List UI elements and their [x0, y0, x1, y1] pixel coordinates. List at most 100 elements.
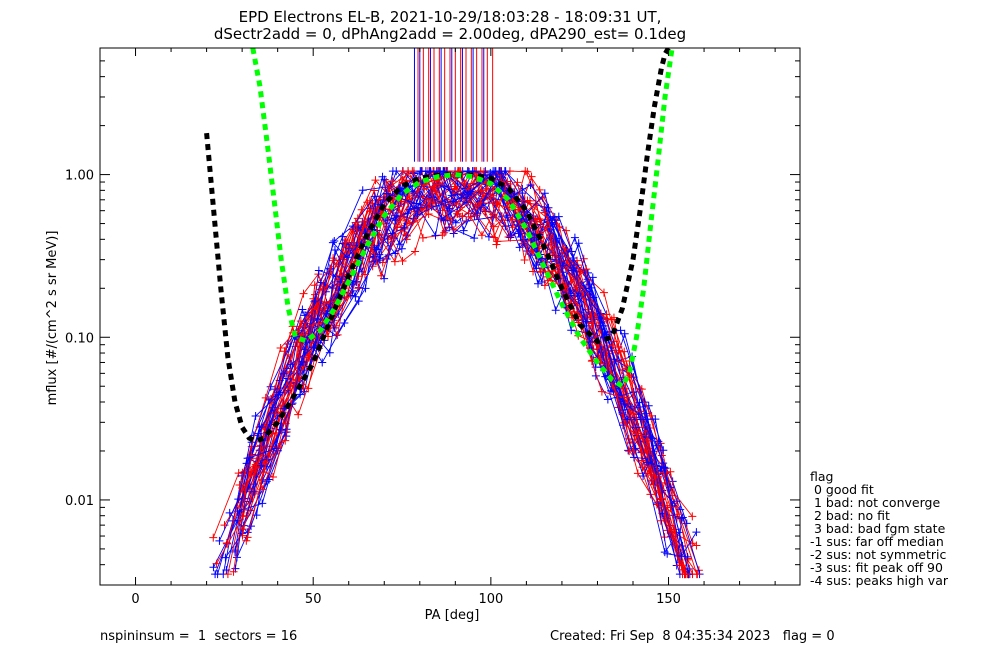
scan-point-marker	[661, 464, 670, 473]
y-tick-label: 0.01	[65, 494, 94, 509]
scan-point-marker	[453, 209, 462, 218]
x-tick-label: 50	[305, 592, 322, 607]
x-axis-label: PA [deg]	[425, 608, 480, 623]
scan-point-marker	[268, 403, 277, 412]
scan-point-marker	[320, 285, 329, 294]
scan-point-marker	[333, 330, 342, 339]
scan-point-marker	[537, 277, 546, 286]
scan-point-marker	[450, 225, 459, 234]
scan-point-marker	[268, 473, 277, 482]
scan-point-marker	[576, 266, 585, 275]
scan-point-marker	[477, 186, 486, 195]
scan-point-marker	[527, 172, 536, 181]
scan-point-marker	[546, 231, 555, 240]
scan-point-marker	[459, 226, 468, 235]
scan-point-marker	[313, 314, 322, 323]
scan-point-marker	[213, 570, 222, 579]
scan-point-marker	[493, 237, 502, 246]
scan-point-marker	[625, 371, 634, 380]
scan-point-marker	[633, 469, 642, 478]
scan-point-marker	[681, 570, 690, 579]
scan-point-marker	[523, 196, 532, 205]
scan-point-marker	[398, 256, 407, 265]
scan-point-marker	[567, 326, 576, 335]
scan-point-marker	[239, 512, 248, 521]
scan-point-marker	[534, 279, 543, 288]
scan-point-marker	[638, 463, 647, 472]
scan-point-marker	[391, 249, 400, 258]
scan-point-marker	[582, 265, 591, 274]
y-tick-label: 1.00	[65, 169, 94, 184]
scan-point-marker	[492, 200, 501, 209]
scan-point-marker	[676, 505, 685, 514]
scan-point-marker	[281, 428, 290, 437]
scan-point-marker	[412, 199, 421, 208]
scan-point-marker	[558, 261, 567, 270]
scan-point-marker	[677, 552, 686, 561]
scan-traces	[209, 167, 704, 579]
scan-point-marker	[424, 209, 433, 218]
scan-point-marker	[495, 167, 504, 176]
scan-point-marker	[298, 305, 307, 314]
scan-point-marker	[677, 514, 686, 523]
scan-point-marker	[506, 231, 515, 240]
scan-point-marker	[252, 511, 261, 520]
scan-point-marker	[300, 322, 309, 331]
scan-point-marker	[358, 186, 367, 195]
scan-point-marker	[222, 565, 231, 574]
scan-point-marker	[250, 487, 259, 496]
scan-point-marker	[328, 238, 337, 247]
legend-item-5: -2 sus: not symmetric	[810, 547, 946, 562]
scan-point-marker	[480, 206, 489, 215]
scan-point-marker	[473, 209, 482, 218]
scan-point-marker	[646, 455, 655, 464]
scan-point-marker	[382, 189, 391, 198]
scan-point-marker	[310, 297, 319, 306]
scan-point-marker	[397, 244, 406, 253]
scan-point-marker	[314, 266, 323, 275]
scan-point-marker	[375, 250, 384, 259]
scan-point-marker	[252, 460, 261, 469]
scan-point-marker	[513, 205, 522, 214]
legend-item-3: 3 bad: bad fgm state	[810, 521, 946, 536]
scan-trace-line	[236, 178, 688, 558]
scan-point-marker	[643, 458, 652, 467]
scan-point-marker	[602, 315, 611, 324]
x-tick-label: 100	[478, 592, 503, 607]
scan-trace-line	[250, 170, 691, 575]
scan-point-marker	[659, 459, 668, 468]
scan-point-marker	[280, 404, 289, 413]
scan-point-marker	[678, 513, 687, 522]
scan-point-marker	[245, 453, 254, 462]
scan-point-marker	[229, 567, 238, 576]
scan-point-marker	[447, 191, 456, 200]
scan-point-marker	[286, 360, 295, 369]
scan-point-marker	[223, 570, 232, 579]
scan-point-marker	[388, 177, 397, 186]
scan-point-marker	[308, 304, 317, 313]
scan-point-marker	[220, 521, 229, 530]
scan-point-marker	[370, 186, 379, 195]
scan-point-marker	[675, 561, 684, 570]
scan-point-marker	[266, 382, 275, 391]
scan-point-marker	[300, 387, 309, 396]
scan-point-marker	[233, 507, 242, 516]
scan-point-marker	[234, 495, 243, 504]
scan-point-marker	[294, 410, 303, 419]
scan-point-marker	[254, 429, 263, 438]
scan-point-marker	[318, 358, 327, 367]
scan-point-marker	[251, 412, 260, 420]
chart-title-line2: dSectr2add = 0, dPhAng2add = 2.00deg, dP…	[214, 25, 686, 44]
scan-point-marker	[661, 478, 670, 487]
scan-point-marker	[551, 306, 560, 315]
scan-point-marker	[529, 267, 538, 276]
scan-trace-line	[237, 170, 681, 575]
plot-area	[204, 48, 704, 579]
scan-point-marker	[688, 512, 697, 521]
scan-trace-line	[242, 170, 693, 575]
scan-point-marker	[242, 536, 251, 545]
scan-point-marker	[632, 429, 641, 438]
footer-left: nspininsum = 1 sectors = 16	[100, 629, 297, 644]
scan-point-marker	[330, 246, 339, 255]
scan-point-marker	[398, 167, 407, 176]
